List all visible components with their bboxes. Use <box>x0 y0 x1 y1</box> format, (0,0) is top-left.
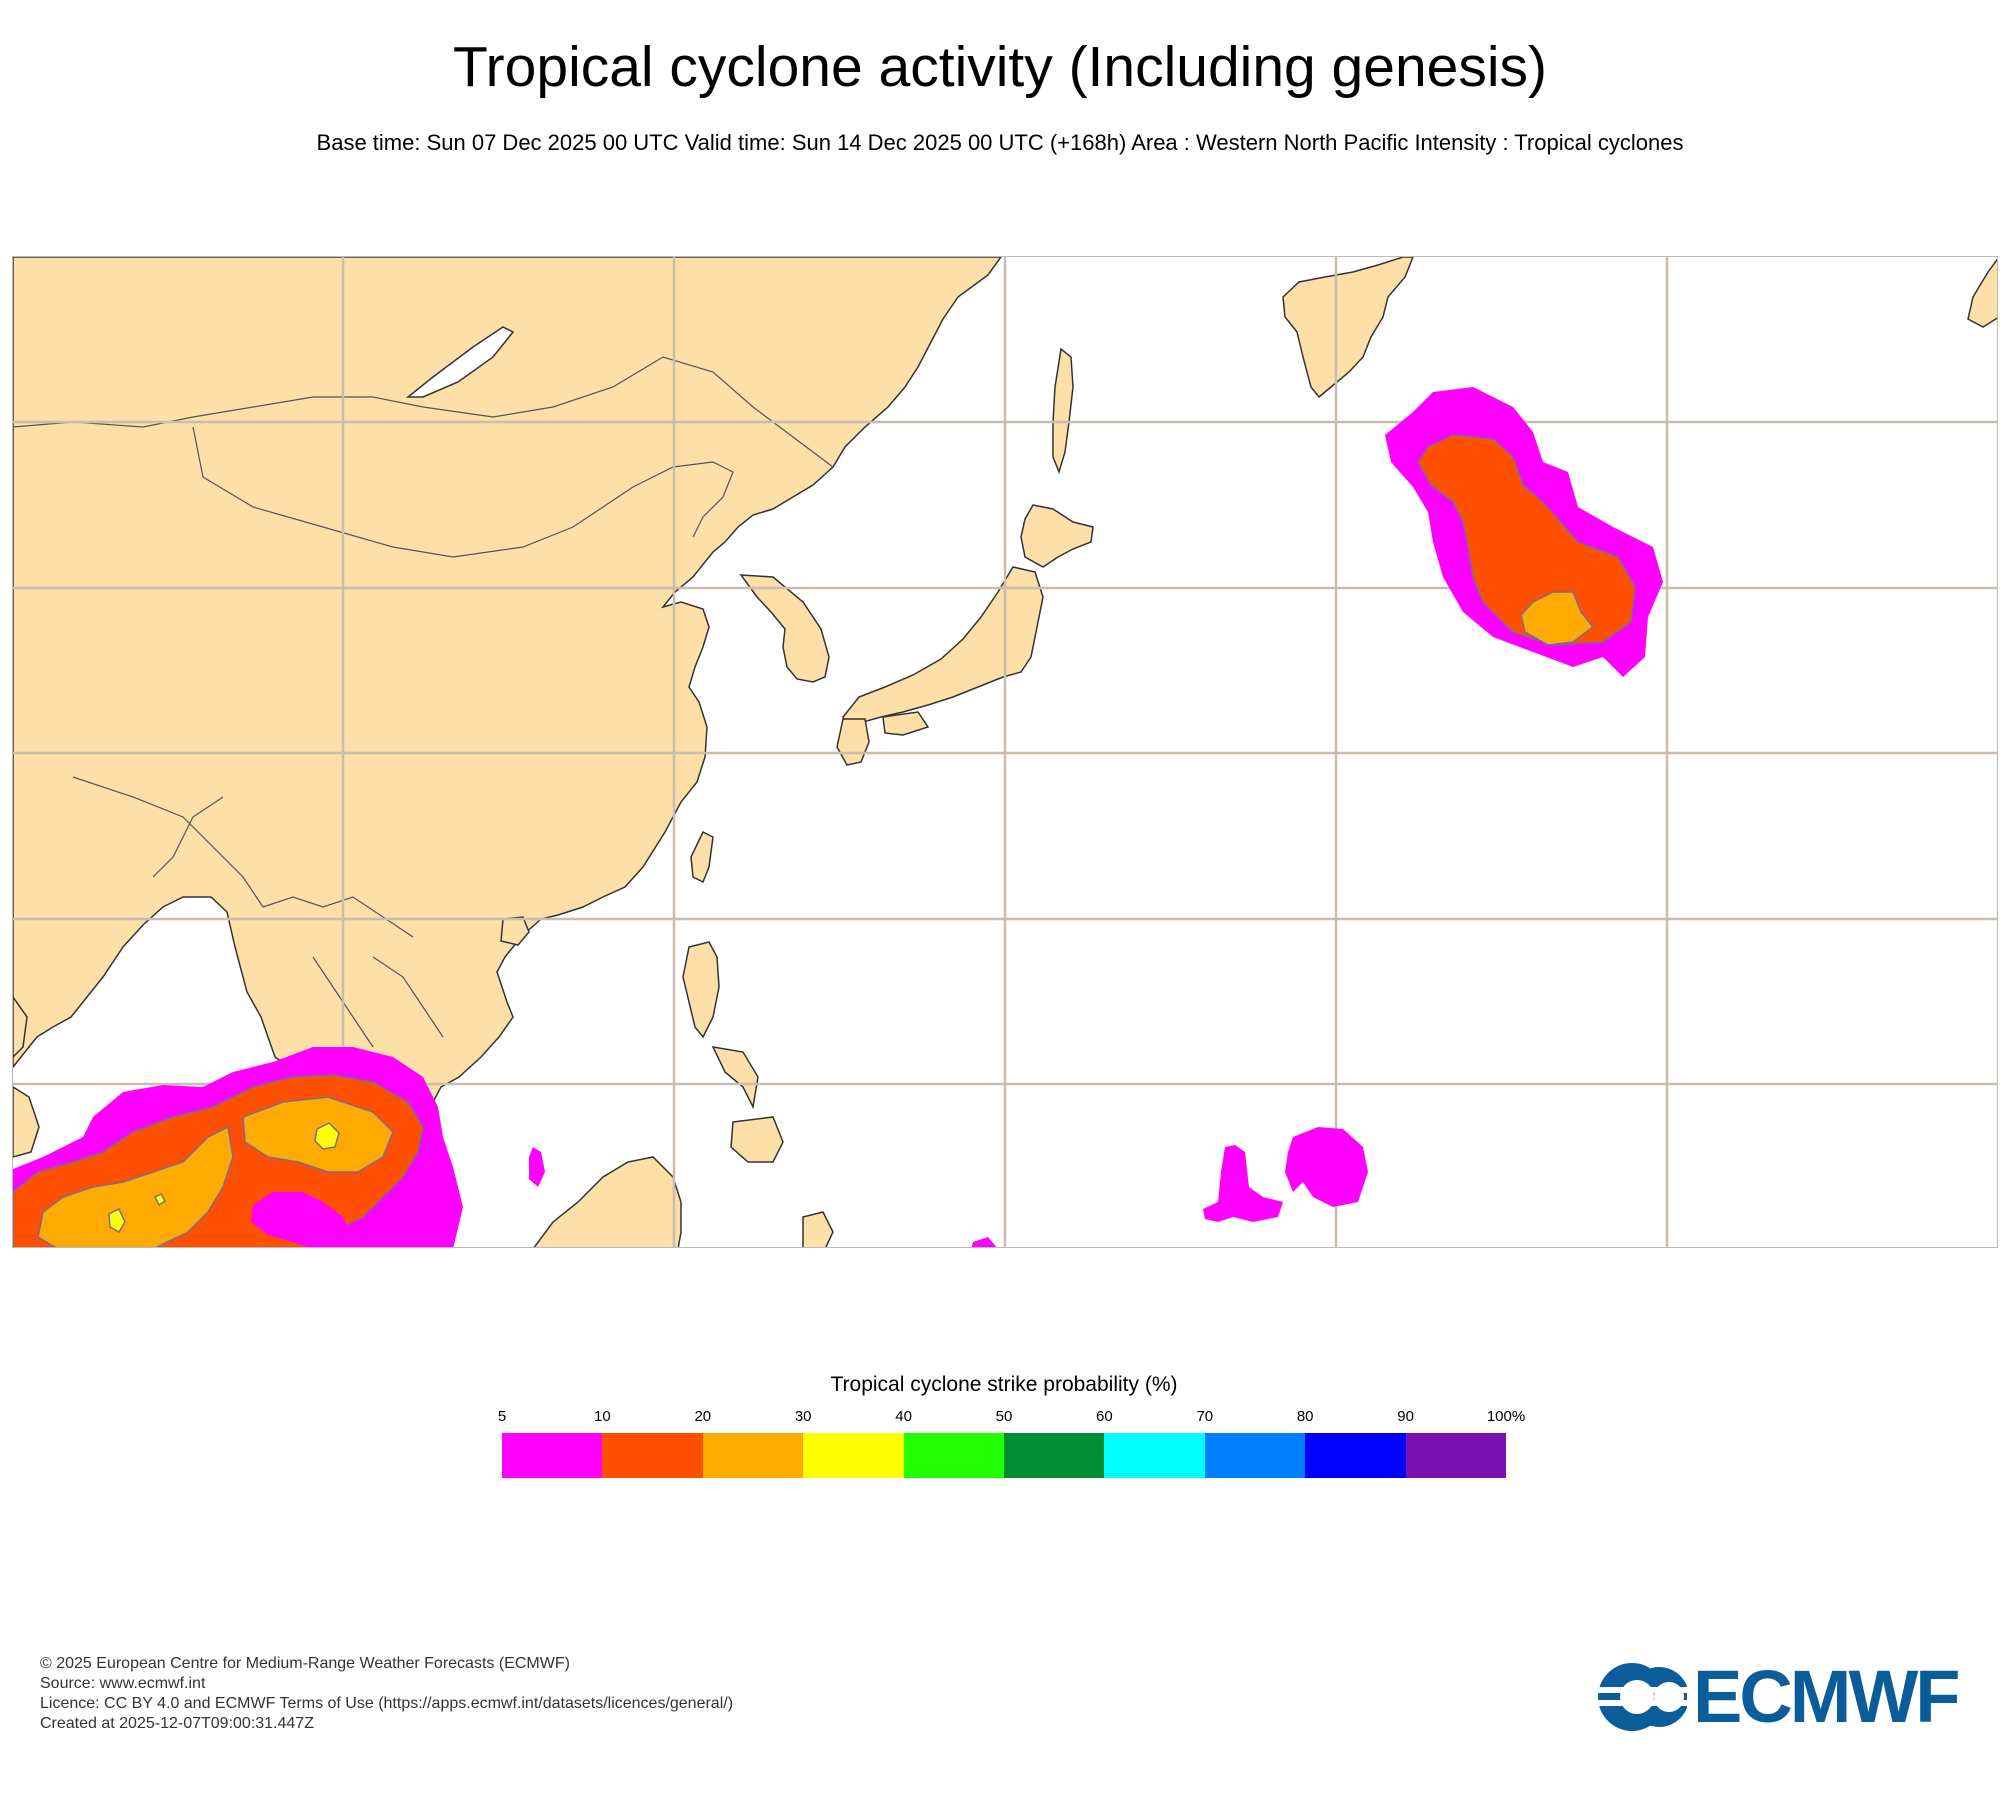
land-taiwan <box>690 830 714 884</box>
legend-swatch-9 <box>1405 1433 1507 1478</box>
legend-color-bar <box>502 1433 1507 1478</box>
land-philippines-mindanao <box>730 1116 784 1163</box>
land-borneo <box>533 1156 682 1247</box>
land-asia-mainland <box>13 257 1002 1203</box>
ecmwf-logo-mark <box>1595 1663 1687 1731</box>
prob-area-10pct-south-a <box>1203 1145 1283 1222</box>
legend-tick-label: 80 <box>1296 1408 1314 1425</box>
prob-area-40pct-west-a <box>314 1122 340 1150</box>
prob-area-10pct-west-inner <box>251 1192 353 1247</box>
prob-area-10pct-south-b <box>1285 1127 1368 1207</box>
prob-area-40pct-west-b <box>108 1207 126 1234</box>
legend-title: Tropical cyclone strike probability (%) <box>830 1373 1178 1396</box>
legend-swatch-2 <box>702 1433 804 1478</box>
page-title: Tropical cyclone activity (Including gen… <box>452 35 1548 99</box>
footer-credits: © 2025 European Centre for Medium-Range … <box>40 1654 733 1734</box>
prob-area-30pct-west <box>37 1125 234 1247</box>
land-japan-hokkaido <box>1020 504 1094 568</box>
prob-area-10pct-south-d <box>971 1237 997 1247</box>
legend-tick-label: 100% <box>1486 1408 1526 1425</box>
prob-area-30pct-north <box>1520 591 1595 646</box>
legend-tick-label: 60 <box>1096 1408 1113 1425</box>
land-kamchatka <box>1282 257 1414 399</box>
land-sri-lanka <box>13 1086 40 1158</box>
prob-area-10pct-south-c <box>529 1147 545 1187</box>
lake-baikal <box>405 326 515 398</box>
legend-swatch-7 <box>1204 1433 1306 1478</box>
legend-swatch-4 <box>903 1433 1005 1478</box>
footer-licence: Licence: CC BY 4.0 and ECMWF Terms of Us… <box>40 1695 734 1712</box>
legend-tick-label: 20 <box>694 1408 712 1425</box>
page-subtitle: Base time: Sun 07 Dec 2025 00 UTC Valid … <box>316 130 1684 155</box>
legend-swatch-3 <box>803 1433 904 1478</box>
land-alaska <box>1967 258 1997 328</box>
prob-area-20pct-north <box>1417 434 1636 646</box>
legend-tick-label: 50 <box>995 1408 1013 1425</box>
forecast-map <box>12 256 1998 1248</box>
legend-tick-label: 90 <box>1397 1408 1414 1425</box>
footer-created: Created at 2025-12-07T09:00:31.447Z <box>40 1715 314 1732</box>
legend-tick-label: 70 <box>1196 1408 1214 1425</box>
land-philippines-visayas <box>711 1046 759 1110</box>
land-hainan <box>500 916 530 946</box>
land-korea <box>739 574 830 683</box>
land-philippines-luzon <box>682 941 720 1039</box>
legend-tick-label: 5 <box>497 1408 507 1425</box>
ecmwf-logo-text: ECMWF <box>1693 1655 1960 1738</box>
map-svg <box>13 257 1997 1247</box>
legend-tick-label: 10 <box>594 1408 611 1425</box>
legend-swatch-0 <box>502 1433 603 1478</box>
land-sulawesi <box>802 1211 834 1247</box>
ecmwf-logo: ECMWF <box>1595 1660 1975 1734</box>
footer-source: Source: www.ecmwf.int <box>40 1675 206 1692</box>
legend-swatch-1 <box>602 1433 703 1478</box>
land-india <box>13 995 28 1059</box>
legend-swatch-5 <box>1004 1433 1105 1478</box>
land-sakhalin <box>1052 347 1074 475</box>
footer-copyright: © 2025 European Centre for Medium-Range … <box>40 1655 570 1672</box>
land-japan-shikoku <box>882 711 930 736</box>
legend-tick-label: 30 <box>794 1408 812 1425</box>
legend-tick-label: 40 <box>895 1408 912 1425</box>
legend-swatch-8 <box>1305 1433 1406 1478</box>
legend-swatch-6 <box>1104 1433 1205 1478</box>
lat-lon-grid <box>13 257 1997 1247</box>
land-japan-honshu <box>842 566 1044 734</box>
prob-area-40pct-west-c <box>153 1193 166 1207</box>
legend-ticks: 5 10 20 30 40 50 60 70 80 90 100% <box>498 1408 1525 1428</box>
